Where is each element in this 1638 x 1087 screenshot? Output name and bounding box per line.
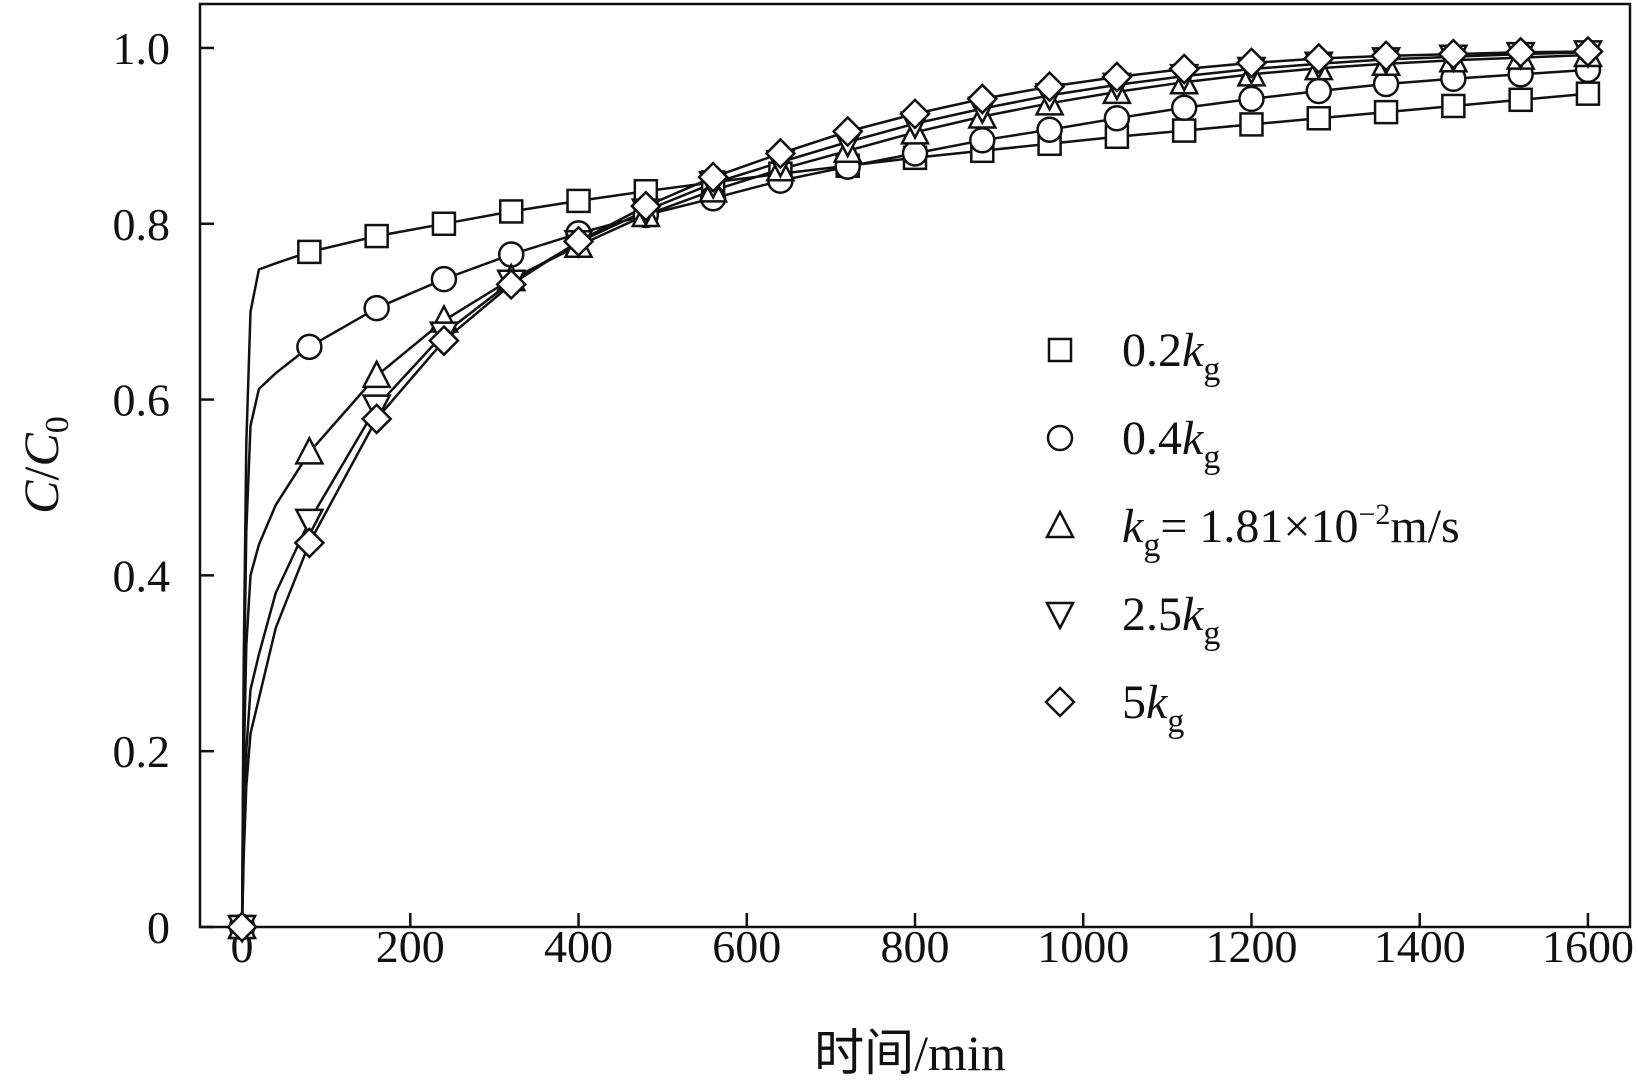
- data-point-series-5: [697, 161, 729, 193]
- y-tick-label: 0.4: [113, 550, 171, 601]
- legend-label-3: kg= 1.81×10−2m/s: [1122, 498, 1460, 564]
- data-point-series-2: [1036, 116, 1063, 143]
- legend-marker-4: [1044, 601, 1076, 631]
- data-point-series-1: [1575, 81, 1601, 106]
- y-tick-label: 0.2: [113, 726, 171, 777]
- data-point-series-1: [1306, 106, 1332, 131]
- y-tick-label: 1.0: [113, 23, 171, 74]
- data-point-series-2: [1305, 77, 1333, 105]
- legend-label-2: 0.4kg: [1122, 412, 1220, 476]
- series-line-3: [240, 53, 1588, 928]
- data-point-series-5: [562, 225, 595, 258]
- data-point-series-2: [1103, 105, 1131, 132]
- legend-label-1: 0.2kg: [1122, 324, 1220, 388]
- x-tick-label: 1600: [1542, 921, 1634, 972]
- data-point-series-1: [1239, 112, 1264, 137]
- data-point-series-2: [363, 294, 390, 322]
- data-point-series-5: [1437, 38, 1470, 70]
- data-point-series-5: [630, 190, 662, 222]
- data-point-series-5: [1033, 70, 1066, 103]
- data-point-series-5: [360, 403, 393, 435]
- data-point-series-2: [296, 333, 323, 361]
- data-point-series-1: [364, 223, 389, 249]
- data-point-series-5: [293, 527, 326, 559]
- legend-label-4: 2.5kg: [1122, 588, 1220, 652]
- data-point-series-5: [966, 83, 999, 115]
- data-point-series-5: [1504, 36, 1537, 69]
- series-markers: [226, 35, 1604, 944]
- data-point-series-1: [566, 188, 591, 214]
- x-tick-label: 1200: [1205, 921, 1297, 972]
- x-tick-label: 600: [712, 921, 781, 972]
- data-point-series-1: [498, 199, 524, 224]
- data-point-series-5: [1168, 53, 1200, 85]
- data-point-series-3: [361, 359, 392, 389]
- series-line-4: [240, 51, 1588, 928]
- x-axis-ticks: 0 200 400 600 800 1000 1200 1400 1600: [231, 913, 1634, 972]
- data-point-series-5: [1370, 40, 1402, 72]
- data-point-series-2: [969, 127, 996, 154]
- legend-marker-5: [1044, 686, 1076, 718]
- y-axis-title-sep: /: [13, 466, 69, 480]
- x-tick-label: 800: [881, 921, 950, 972]
- data-point-series-1: [1441, 93, 1466, 119]
- data-point-series-2: [1170, 94, 1198, 121]
- data-point-series-5: [1572, 35, 1604, 68]
- x-tick-label: 200: [376, 921, 445, 972]
- y-axis-title-c: C: [13, 480, 69, 514]
- x-tick-label: 1000: [1037, 921, 1129, 972]
- data-point-series-5: [1302, 42, 1335, 75]
- y-tick-label: 0: [147, 902, 170, 953]
- data-point-series-5: [899, 98, 931, 130]
- x-axis-title: 时间/min: [814, 1025, 1006, 1081]
- data-point-series-1: [297, 239, 322, 265]
- legend-label-5: 5kg: [1122, 676, 1184, 740]
- series-line-5: [240, 50, 1588, 928]
- y-tick-label: 0.8: [113, 199, 171, 250]
- data-point-series-1: [1171, 118, 1197, 143]
- legend-marker-2: [1046, 424, 1074, 452]
- legend-marker-3: [1044, 509, 1076, 539]
- data-point-series-5: [764, 137, 797, 170]
- data-point-series-1: [1373, 99, 1399, 125]
- data-point-series-3: [294, 435, 325, 465]
- data-point-series-1: [431, 211, 457, 237]
- x-tick-label: 400: [544, 921, 613, 972]
- data-point-series-5: [495, 268, 528, 301]
- y-axis-title-sub: 0: [39, 416, 76, 433]
- data-point-series-5: [831, 115, 864, 148]
- data-point-series-1: [1508, 87, 1533, 113]
- data-point-series-2: [430, 265, 458, 293]
- y-axis-ticks: 0 0.2 0.4 0.6 0.8 1.0: [113, 23, 214, 953]
- legend-marker-1: [1047, 337, 1073, 363]
- data-point-series-2: [1238, 85, 1265, 113]
- y-axis-title: C/C0: [13, 416, 76, 514]
- x-tick-label: 1400: [1374, 921, 1466, 972]
- legend: 0.2kg 0.4kg kg= 1.81×10−2m/s 2.5kg 5kg: [1044, 324, 1460, 740]
- y-axis-title-c0: C: [13, 433, 69, 467]
- data-point-series-5: [226, 911, 258, 943]
- data-point-series-4: [294, 508, 325, 538]
- data-point-series-5: [1235, 47, 1268, 79]
- series-curves: [240, 50, 1589, 928]
- y-tick-label: 0.6: [113, 375, 171, 426]
- data-point-series-5: [428, 324, 460, 357]
- data-point-series-5: [1101, 61, 1133, 93]
- data-point-series-2: [901, 140, 929, 167]
